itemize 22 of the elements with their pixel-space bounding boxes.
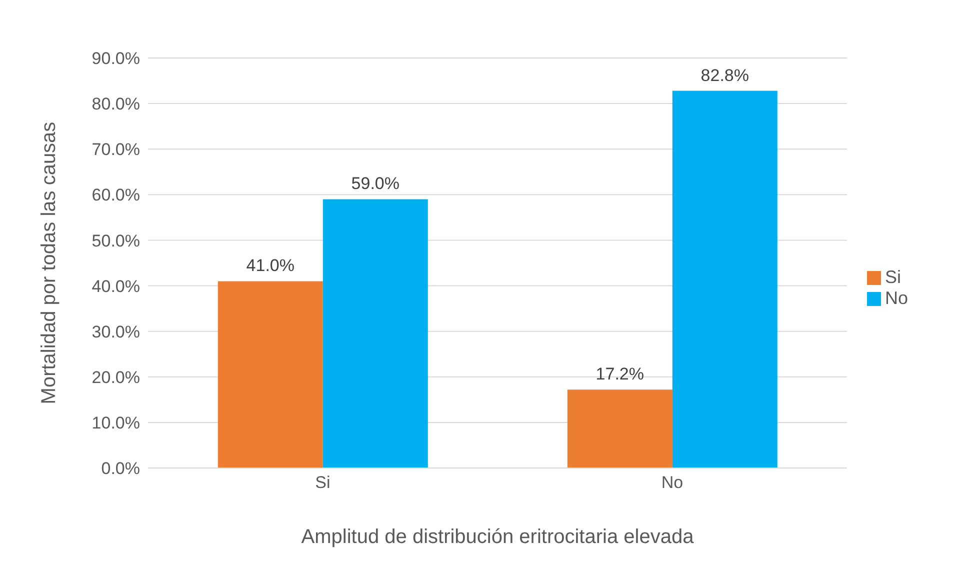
data-label: 41.0%	[246, 256, 294, 276]
y-tick-label: 10.0%	[92, 413, 140, 432]
bar	[672, 90, 778, 468]
bar	[322, 199, 428, 468]
y-tick-label: 70.0%	[92, 140, 140, 160]
y-tick-label: 80.0%	[92, 94, 140, 114]
legend-label: No	[884, 288, 908, 308]
x-axis-title: Amplitud de distribución eritrocitaria elevada	[301, 526, 695, 548]
y-tick-label: 60.0%	[92, 186, 140, 205]
y-tick-label: 20.0%	[92, 368, 140, 387]
legend-label: Si	[884, 267, 901, 287]
y-tick-label: 40.0%	[92, 276, 140, 296]
y-axis-title: Mortalidad por todas las causas	[38, 122, 60, 404]
data-label: 59.0%	[351, 174, 400, 194]
y-tick-label: 0.0%	[101, 459, 140, 478]
y-tick-label: 30.0%	[92, 322, 140, 342]
bar	[218, 281, 323, 468]
y-tick-label: 90.0%	[92, 49, 140, 68]
data-label: 17.2%	[596, 364, 644, 384]
y-tick-label: 50.0%	[92, 231, 140, 250]
data-label: 82.8%	[700, 66, 749, 85]
bar	[567, 390, 672, 468]
